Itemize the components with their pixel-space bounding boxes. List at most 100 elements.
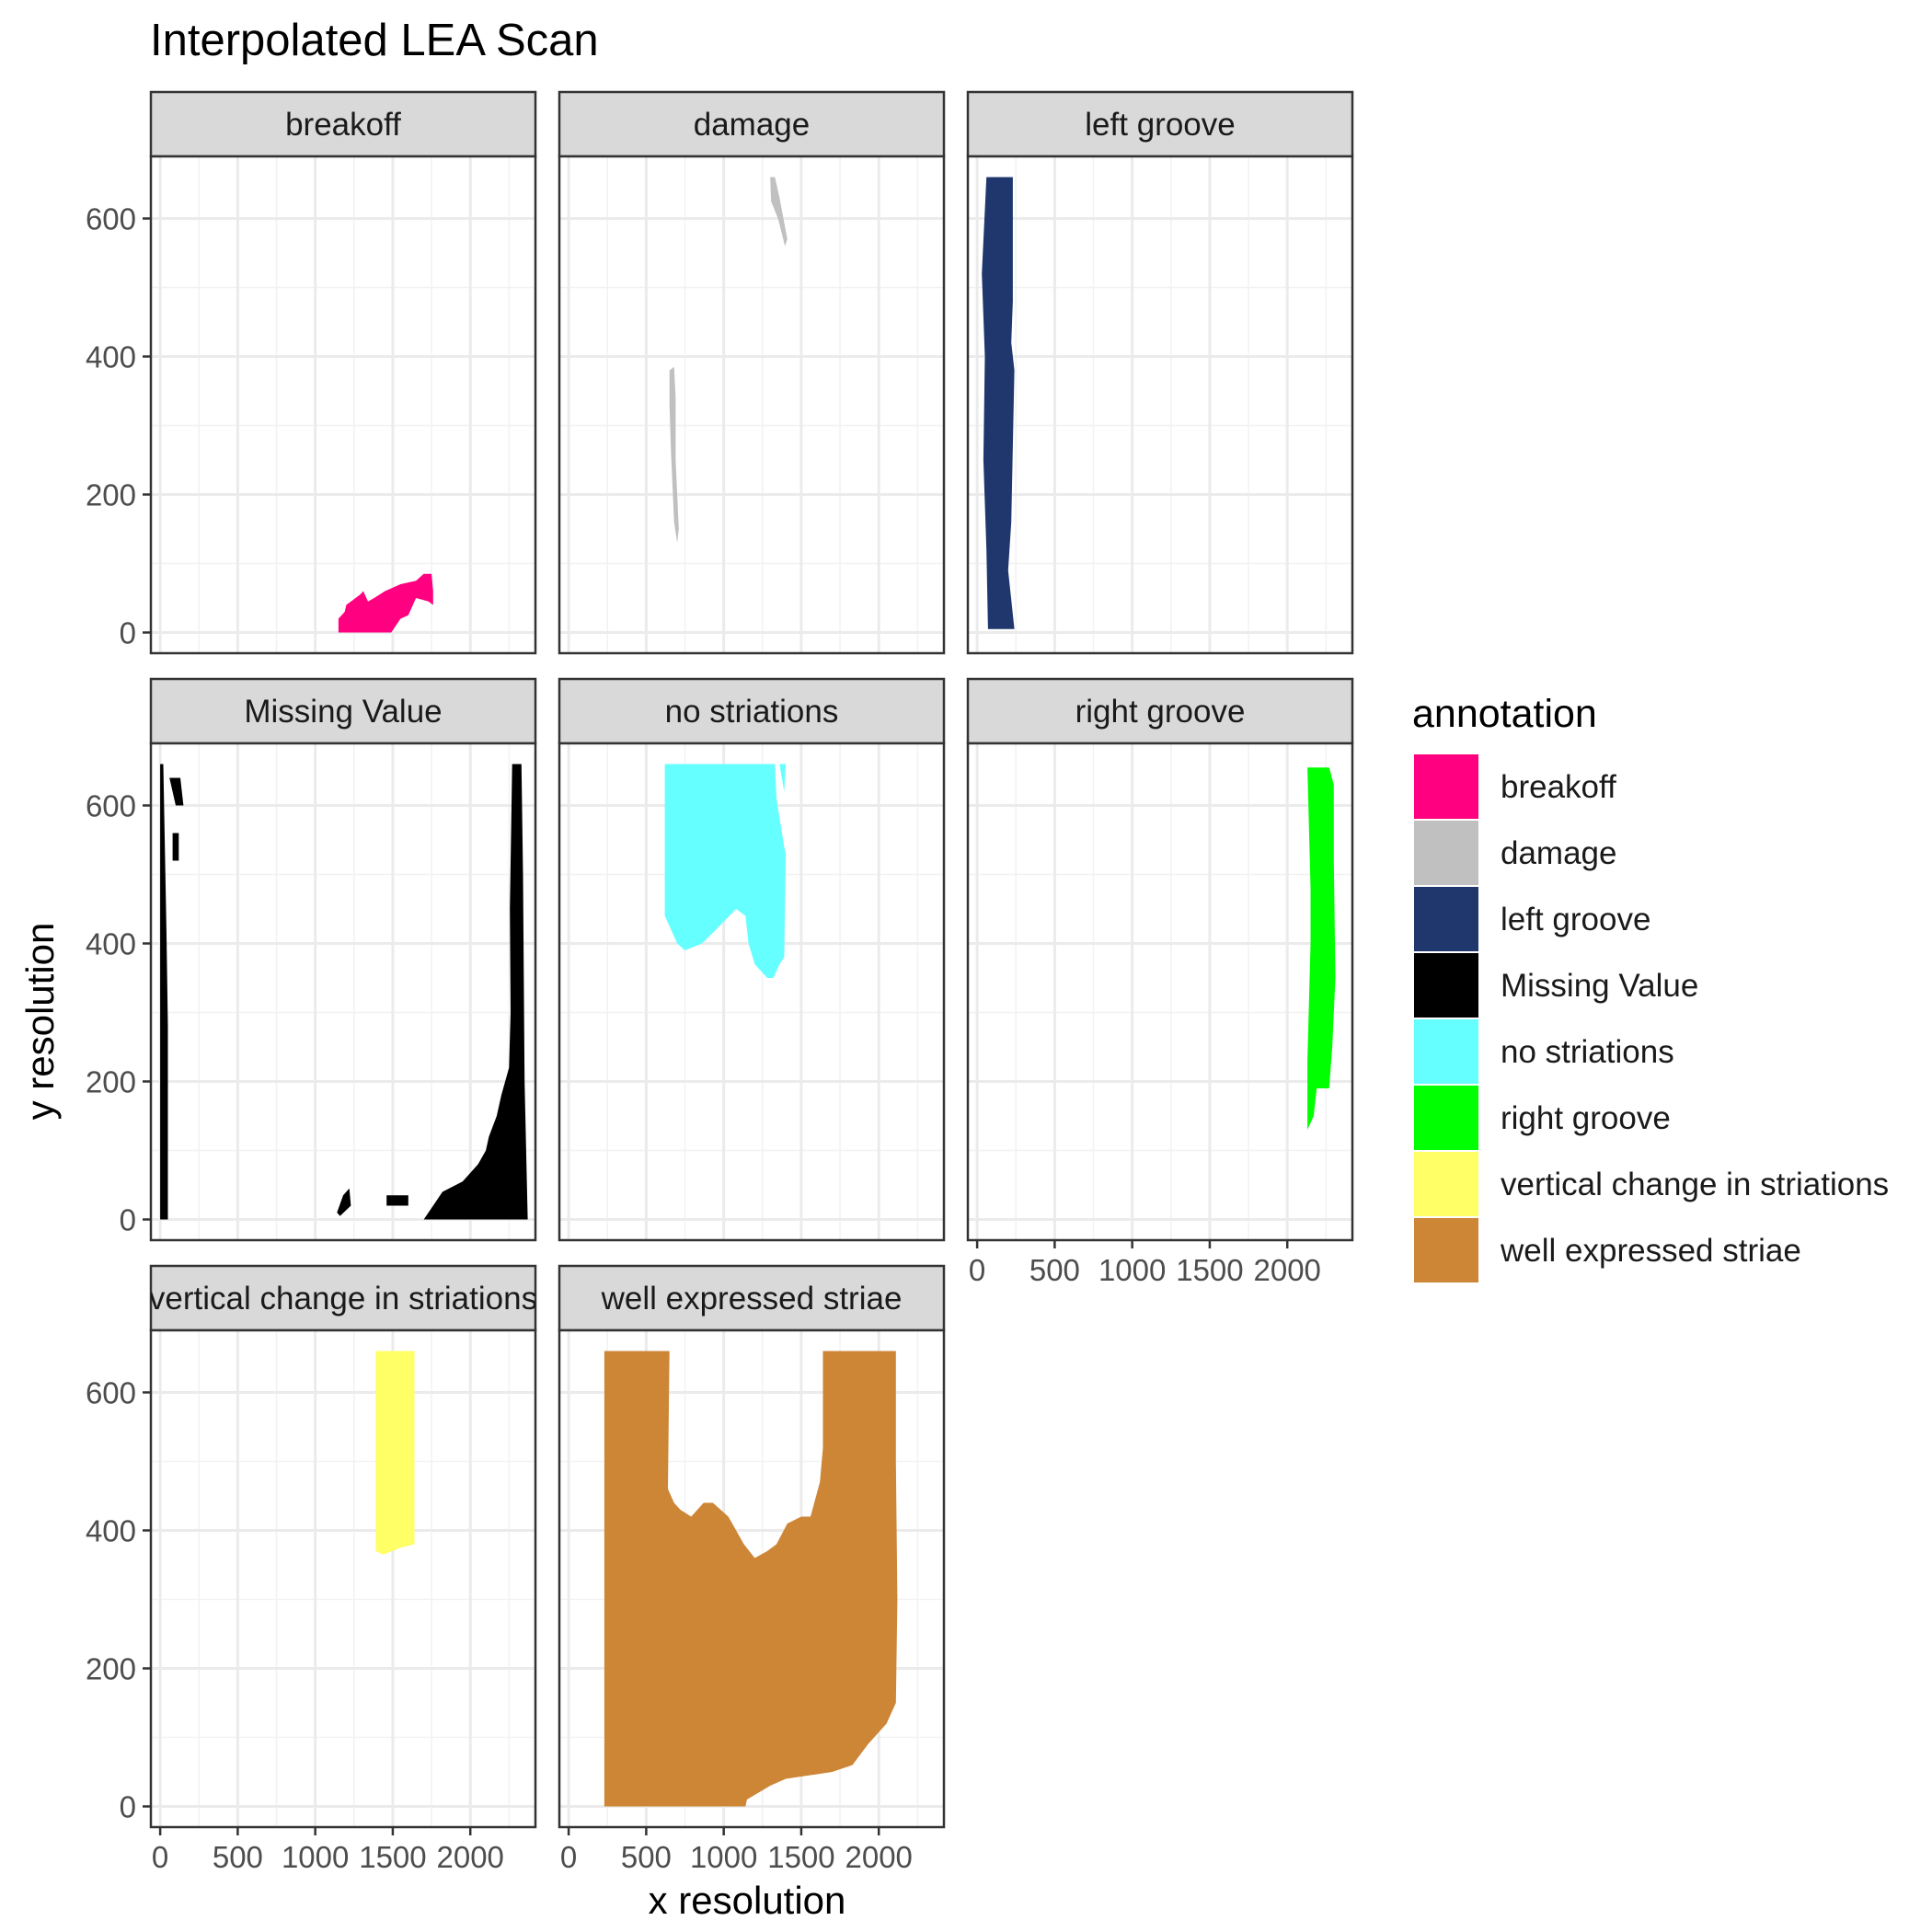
annotation-region [673, 1530, 687, 1717]
legend-item: left groove [1414, 887, 1650, 951]
legend-item: well expressed striae [1414, 1218, 1801, 1282]
facet-panel: right groove 0 500 1000 1500 2000 [966, 677, 1354, 1287]
facet-plot-area [968, 156, 1352, 653]
facet-strip [558, 1264, 946, 1332]
legend: annotation breakoff damage left groove Miss… [1412, 692, 1889, 1282]
legend-label: right groove [1501, 1100, 1671, 1136]
facet-border [558, 1328, 946, 1829]
y-tick-label: 400 [86, 340, 136, 374]
facet-data [338, 573, 433, 633]
annotation-region [1307, 767, 1336, 1130]
legend-label: damage [1501, 835, 1616, 871]
legend-key [1414, 821, 1478, 885]
legend-label: well expressed striae [1500, 1233, 1801, 1269]
facet-border [966, 742, 1354, 1242]
facet-grid [968, 156, 1352, 653]
facet-strip-label: left groove [1085, 107, 1235, 143]
facet-panel: breakoff 0 200 400 600 [86, 90, 537, 655]
chart-title: Interpolated LEA Scan [150, 16, 599, 65]
legend-item: no striations [1414, 1019, 1674, 1084]
legend-item: vertical change in striations [1414, 1152, 1889, 1216]
facet-border [558, 155, 946, 655]
x-tick-label: 1000 [282, 1840, 349, 1874]
annotation-region [375, 1351, 415, 1555]
facet-strip [149, 1264, 537, 1332]
facet-strip-label: breakoff [285, 107, 401, 143]
facet-panel: well expressed striae 0 500 1000 1500 2000 [558, 1264, 946, 1874]
facet-strip [966, 90, 1354, 158]
y-tick-label: 400 [86, 927, 136, 961]
facet-panel: Missing Value 0 200 400 600 [86, 677, 537, 1242]
annotation-region [770, 177, 788, 247]
facet-border [149, 1328, 537, 1829]
y-tick-label: 600 [86, 202, 136, 236]
legend-title: annotation [1412, 692, 1597, 736]
legend-label: vertical change in striations [1501, 1167, 1889, 1202]
x-tick-label: 2000 [436, 1840, 503, 1874]
y-tick-label: 0 [120, 1790, 136, 1824]
facet-strip [149, 90, 537, 158]
legend-label: left groove [1501, 902, 1650, 937]
facet-border [149, 155, 537, 655]
facet-panel: left groove [966, 90, 1354, 655]
facet-border [149, 742, 537, 1242]
facet-panel: no striations [558, 677, 946, 1242]
y-tick-label: 600 [86, 789, 136, 823]
facet-data [669, 177, 788, 543]
x-tick-label: 2000 [845, 1840, 912, 1874]
x-tick-label: 1500 [1176, 1253, 1243, 1287]
facet-grid [151, 1330, 535, 1827]
facet-data [604, 1351, 898, 1807]
x-tick-label: 0 [969, 1253, 985, 1287]
legend-key [1414, 1019, 1478, 1084]
x-tick-label: 1500 [359, 1840, 426, 1874]
y-tick-label: 200 [86, 478, 136, 512]
annotation-region [337, 1188, 351, 1216]
facet-strip [558, 677, 946, 745]
legend-key [1414, 953, 1478, 1018]
facet-strip [149, 677, 537, 745]
legend-item: breakoff [1414, 754, 1616, 819]
facet-strip-label: damage [694, 107, 810, 143]
annotation-region [169, 777, 184, 806]
legend-key [1414, 1086, 1478, 1150]
facet-strip [558, 90, 946, 158]
legend-label: breakoff [1501, 769, 1616, 805]
facet-plot-area [151, 156, 535, 653]
x-tick-label: 0 [152, 1840, 168, 1874]
y-tick-label: 0 [120, 1203, 136, 1237]
annotation-region [669, 366, 679, 543]
x-tick-label: 1500 [767, 1840, 834, 1874]
facet-border [558, 742, 946, 1242]
legend-item: damage [1414, 821, 1616, 885]
facet-panel: vertical change in striations 0 200 400 600 0… [86, 1264, 537, 1874]
facet-strip-label: Missing Value [244, 694, 442, 730]
facet-plot-area [559, 156, 944, 653]
annotation-region [664, 764, 787, 978]
facet-data [982, 177, 1015, 629]
facet-data [160, 764, 528, 1220]
facet-data [664, 764, 787, 978]
x-axis-label: x resolution [649, 1879, 846, 1922]
y-tick-label: 200 [86, 1652, 136, 1686]
x-tick-label: 0 [560, 1840, 577, 1874]
x-tick-label: 1000 [690, 1840, 757, 1874]
facet-plot-area [968, 743, 1352, 1240]
annotation-region [779, 764, 787, 792]
y-tick-label: 0 [120, 616, 136, 650]
facet-strip-label: no striations [665, 694, 839, 730]
x-tick-label: 500 [621, 1840, 672, 1874]
facet-data [375, 1351, 415, 1555]
legend-key [1414, 1218, 1478, 1282]
facet-grid [968, 743, 1352, 1240]
annotation-region [338, 573, 433, 633]
x-tick-label: 1000 [1098, 1253, 1166, 1287]
facet-plot-area [151, 1330, 535, 1827]
y-axis-label: y resolution [18, 923, 62, 1121]
facet-panels: breakoff 0 200 400 600 damage left groove Missi… [86, 90, 1354, 1874]
legend-label: no striations [1501, 1034, 1674, 1070]
y-tick-label: 200 [86, 1065, 136, 1099]
facet-strip-label: vertical change in striations [149, 1281, 537, 1317]
facet-grid [151, 156, 535, 653]
